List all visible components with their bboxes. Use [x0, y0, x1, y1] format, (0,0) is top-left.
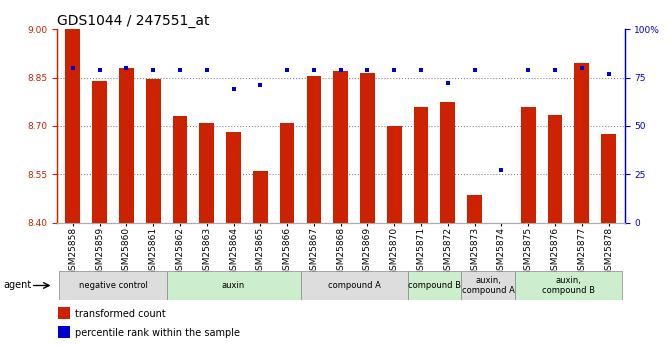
Text: compound B: compound B: [408, 281, 461, 290]
Bar: [59, 272, 166, 299]
Point: [550, 67, 560, 73]
Point: [94, 67, 105, 73]
Bar: [548, 115, 562, 223]
Point: [255, 82, 266, 88]
Bar: [172, 116, 187, 223]
Bar: [601, 134, 616, 223]
Bar: [521, 107, 536, 223]
Bar: [461, 272, 515, 299]
Bar: [360, 73, 375, 223]
Point: [309, 67, 319, 73]
Point: [121, 65, 132, 71]
Point: [523, 67, 534, 73]
Point: [148, 67, 158, 73]
Bar: [226, 132, 241, 223]
Point: [202, 67, 212, 73]
Bar: [119, 68, 134, 223]
Point: [362, 67, 373, 73]
Point: [576, 65, 587, 71]
Text: negative control: negative control: [79, 281, 148, 290]
Bar: [280, 123, 295, 223]
Bar: [515, 272, 622, 299]
Point: [335, 67, 346, 73]
Bar: [58, 326, 70, 338]
Text: auxin,
compound A: auxin, compound A: [462, 276, 514, 295]
Point: [174, 67, 185, 73]
Point: [282, 67, 293, 73]
Point: [415, 67, 426, 73]
Bar: [387, 126, 401, 223]
Bar: [333, 71, 348, 223]
Text: percentile rank within the sample: percentile rank within the sample: [75, 328, 240, 337]
Point: [67, 65, 78, 71]
Text: GDS1044 / 247551_at: GDS1044 / 247551_at: [57, 14, 209, 28]
Text: auxin: auxin: [222, 281, 245, 290]
Point: [442, 81, 453, 86]
Bar: [467, 195, 482, 223]
Text: auxin,
compound B: auxin, compound B: [542, 276, 595, 295]
Bar: [440, 102, 455, 223]
Point: [389, 67, 399, 73]
Bar: [301, 272, 407, 299]
Bar: [166, 272, 301, 299]
Point: [228, 87, 239, 92]
Bar: [494, 223, 509, 287]
Text: transformed count: transformed count: [75, 309, 166, 319]
Bar: [200, 123, 214, 223]
Bar: [307, 76, 321, 223]
Text: compound A: compound A: [327, 281, 381, 290]
Bar: [92, 81, 107, 223]
Text: agent: agent: [3, 280, 31, 290]
Bar: [146, 79, 160, 223]
Bar: [58, 307, 70, 319]
Point: [603, 71, 614, 77]
Bar: [65, 29, 80, 223]
Bar: [574, 63, 589, 223]
Bar: [407, 272, 461, 299]
Point: [496, 168, 507, 173]
Bar: [253, 171, 268, 223]
Bar: [413, 107, 428, 223]
Point: [469, 67, 480, 73]
